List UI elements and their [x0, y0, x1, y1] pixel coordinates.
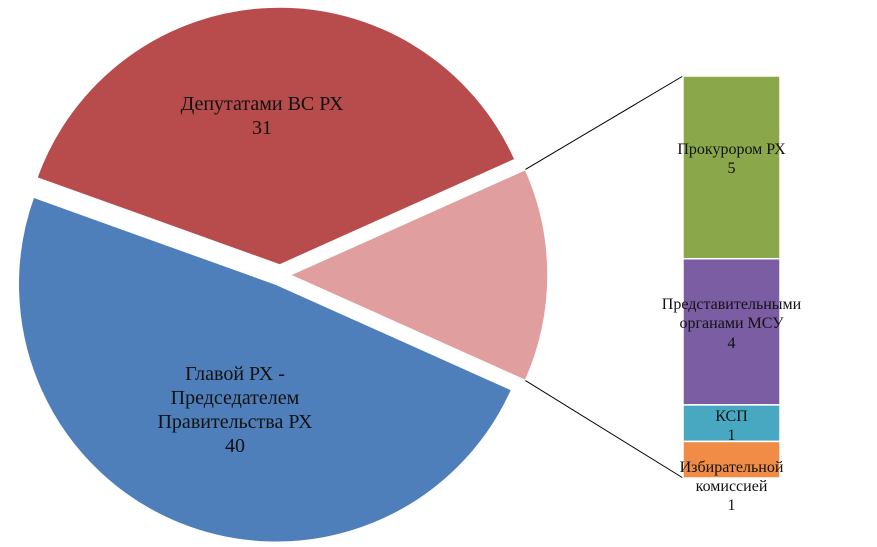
bar-segment	[682, 440, 781, 479]
connector-line	[525, 380, 684, 479]
label-line: Главой РХ - Председателем Правительства …	[157, 363, 313, 433]
data-label: КСП 1	[715, 407, 748, 445]
data-label: Главой РХ - Председателем Правительства …	[157, 362, 312, 458]
pie-slice-other	[288, 168, 549, 382]
label-line: Депутатами ВС РХ	[180, 93, 344, 115]
bar-segment	[682, 75, 781, 260]
label-line: 1	[727, 426, 736, 444]
label-line: Прокурором РХ	[677, 140, 786, 158]
pie-slice	[17, 196, 513, 543]
label-line: 4	[727, 334, 736, 352]
pie-slice	[35, 6, 517, 266]
data-label: Избирательной комиссией 1	[680, 458, 784, 516]
label-line: КСП	[715, 407, 748, 425]
connector-line	[525, 75, 684, 170]
label-line: 31	[252, 117, 272, 139]
data-label: Прокурором РХ 5	[677, 140, 785, 178]
label-line: 5	[727, 160, 736, 178]
label-line: 1	[727, 497, 736, 515]
label-line: Избирательной комиссией	[679, 458, 784, 496]
label-line: Представительными органами МСУ	[661, 296, 802, 333]
label-line: 40	[224, 435, 245, 457]
data-label: Представительными органами МСУ 4	[662, 295, 801, 353]
data-label: Депутатами ВС РХ 31	[181, 92, 344, 140]
